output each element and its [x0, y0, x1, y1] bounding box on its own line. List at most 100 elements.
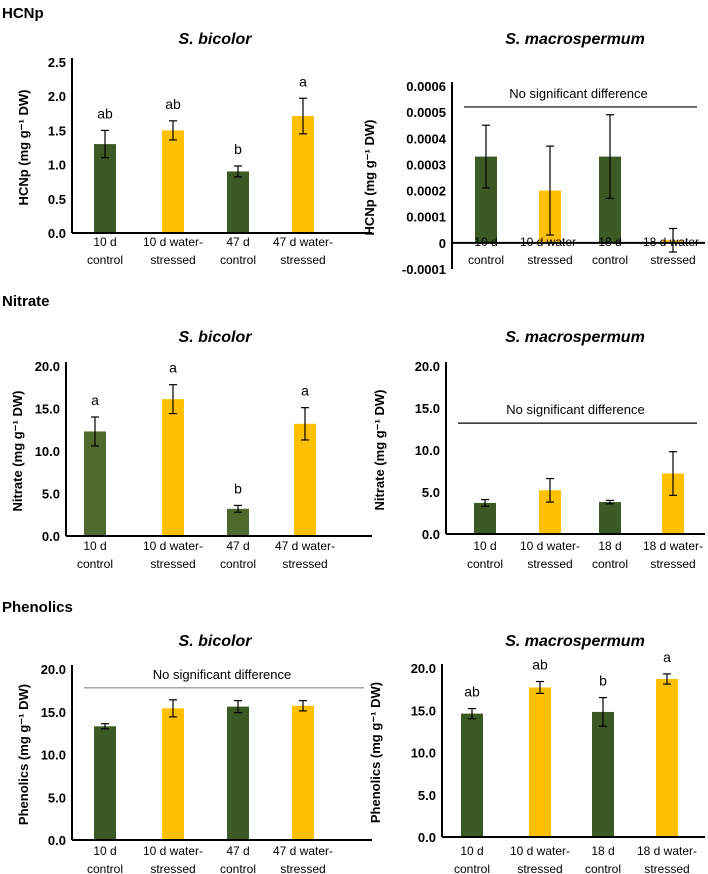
y-axis-label: HCNp (mg g⁻¹ DW) — [16, 90, 31, 206]
y-tick-label: 20.0 — [41, 662, 66, 677]
y-tick-label: 0.0006 — [406, 79, 446, 94]
bar — [227, 508, 249, 536]
y-tick-label: 5.0 — [422, 485, 440, 500]
y-tick-label: 15.0 — [415, 401, 440, 416]
bar — [84, 431, 106, 536]
chart-title: S. macrospermum — [505, 31, 645, 48]
x-tick-label: 10 d — [83, 539, 106, 553]
y-tick-label: 0.5 — [48, 192, 66, 207]
y-tick-label: 15.0 — [411, 703, 436, 718]
significance-letter: a — [299, 73, 307, 89]
bar — [292, 705, 314, 840]
x-tick-label: stressed — [650, 253, 695, 267]
x-tick-label: 47 d water- — [275, 539, 335, 553]
y-axis-label: Nitrate (mg g⁻¹ DW) — [372, 390, 387, 511]
y-tick-label: 2.0 — [48, 89, 66, 104]
chart-panel-1: S. bicolor 0.0 0.5 1.0 1.5 2.0 2.5 HCNp (mg g⁻¹… — [16, 31, 372, 267]
chart-title: S. bicolor — [179, 633, 253, 650]
bar — [227, 171, 249, 233]
bar — [474, 502, 496, 534]
x-tick-label: 18 d — [598, 539, 621, 553]
chart-title: S. macrospermum — [505, 633, 645, 650]
bar — [162, 399, 184, 536]
y-tick-label: 0 — [439, 236, 446, 251]
chart-panel-5: S. bicolor 0.0 5.0 10.0 15.0 20.0 Phenolics (m… — [16, 633, 372, 874]
y-tick-label: 0.0002 — [406, 184, 446, 199]
x-tick-label: stressed — [517, 862, 562, 874]
x-tick-label: stressed — [280, 862, 325, 874]
x-tick-label: stressed — [527, 253, 572, 267]
x-tick-label: control — [467, 557, 503, 571]
significance-note: No significant difference — [506, 402, 645, 417]
bar — [592, 711, 614, 837]
chart-panel-4: S. macrospermum 0.0 5.0 10.0 15.0 20.0 Nitrate… — [372, 329, 705, 571]
x-tick-label: 10 d water- — [143, 539, 203, 553]
x-tick-label: stressed — [282, 557, 327, 571]
x-tick-label: stressed — [650, 557, 695, 571]
significance-letter: ab — [532, 657, 548, 673]
x-tick-label: control — [220, 862, 256, 874]
y-axis-label: Phenolics (mg g⁻¹ DW) — [16, 684, 31, 825]
x-tick-label: control — [87, 253, 123, 267]
y-tick-label: 10.0 — [35, 444, 60, 459]
x-tick-label: 10 d water- — [143, 844, 203, 858]
y-tick-label: 10.0 — [41, 748, 66, 763]
significance-note: No significant difference — [153, 667, 292, 682]
x-tick-label: 47 d — [226, 539, 249, 553]
y-axis-label: Phenolics (mg g⁻¹ DW) — [368, 682, 383, 823]
x-tick-label: 10 d water- — [143, 235, 203, 249]
section-title: HCNp — [2, 5, 44, 22]
y-tick-label: 20.0 — [415, 359, 440, 374]
y-tick-label: 0.0004 — [406, 131, 447, 146]
significance-letter: a — [663, 649, 671, 665]
x-tick-label: 10 d — [460, 844, 483, 858]
x-tick-label: control — [468, 253, 504, 267]
x-tick-label: control — [220, 557, 256, 571]
significance-letter: a — [169, 360, 177, 376]
significance-letter: b — [234, 480, 242, 496]
bar — [599, 502, 621, 534]
y-tick-label: 5.0 — [48, 790, 66, 805]
y-tick-label: 10.0 — [415, 443, 440, 458]
x-tick-label: stressed — [150, 557, 195, 571]
x-tick-label: stressed — [150, 862, 195, 874]
bar — [94, 726, 116, 840]
x-tick-label: control — [77, 557, 113, 571]
x-tick-label: stressed — [150, 253, 195, 267]
bar — [529, 687, 551, 837]
y-tick-label: 0.0001 — [406, 210, 446, 225]
bar — [656, 678, 678, 837]
chart-title: S. macrospermum — [505, 329, 645, 346]
y-tick-label: 5.0 — [42, 487, 60, 502]
x-tick-label: 10 d water- — [510, 844, 570, 858]
x-tick-label: 18 d water- — [643, 539, 703, 553]
y-tick-label: 15.0 — [35, 402, 60, 417]
y-tick-label: 0.0 — [48, 833, 66, 848]
x-tick-label: control — [585, 862, 621, 874]
bar — [539, 490, 561, 534]
y-tick-label: -0.0001 — [402, 262, 446, 277]
y-tick-label: 2.5 — [48, 55, 66, 70]
x-tick-label: 10 d — [473, 539, 496, 553]
x-tick-label: 10 d water- — [520, 539, 580, 553]
x-tick-label: 47 d — [226, 844, 249, 858]
chart-panel-6: S. macrospermum 0.0 5.0 10.0 15.0 20.0 Phenoli… — [368, 633, 705, 874]
chart-panel-3: S. bicolor 0.0 5.0 10.0 15.0 20.0 Nitrate (mg … — [10, 329, 372, 571]
x-tick-label: 10 d — [93, 235, 116, 249]
y-tick-label: 1.0 — [48, 158, 66, 173]
y-tick-label: 0.0 — [418, 830, 436, 845]
bar — [599, 156, 621, 243]
x-tick-label: stressed — [280, 253, 325, 267]
y-tick-label: 0.0003 — [406, 157, 446, 172]
y-tick-label: 1.5 — [48, 123, 66, 138]
x-tick-label: control — [454, 862, 490, 874]
section-title: Nitrate — [2, 293, 50, 310]
bar — [162, 708, 184, 840]
y-tick-label: 20.0 — [411, 661, 436, 676]
x-tick-label: 47 d water- — [273, 844, 333, 858]
bar — [94, 144, 116, 233]
significance-letter: a — [301, 383, 309, 399]
y-tick-label: 0.0 — [422, 527, 440, 542]
x-tick-label: control — [592, 253, 628, 267]
